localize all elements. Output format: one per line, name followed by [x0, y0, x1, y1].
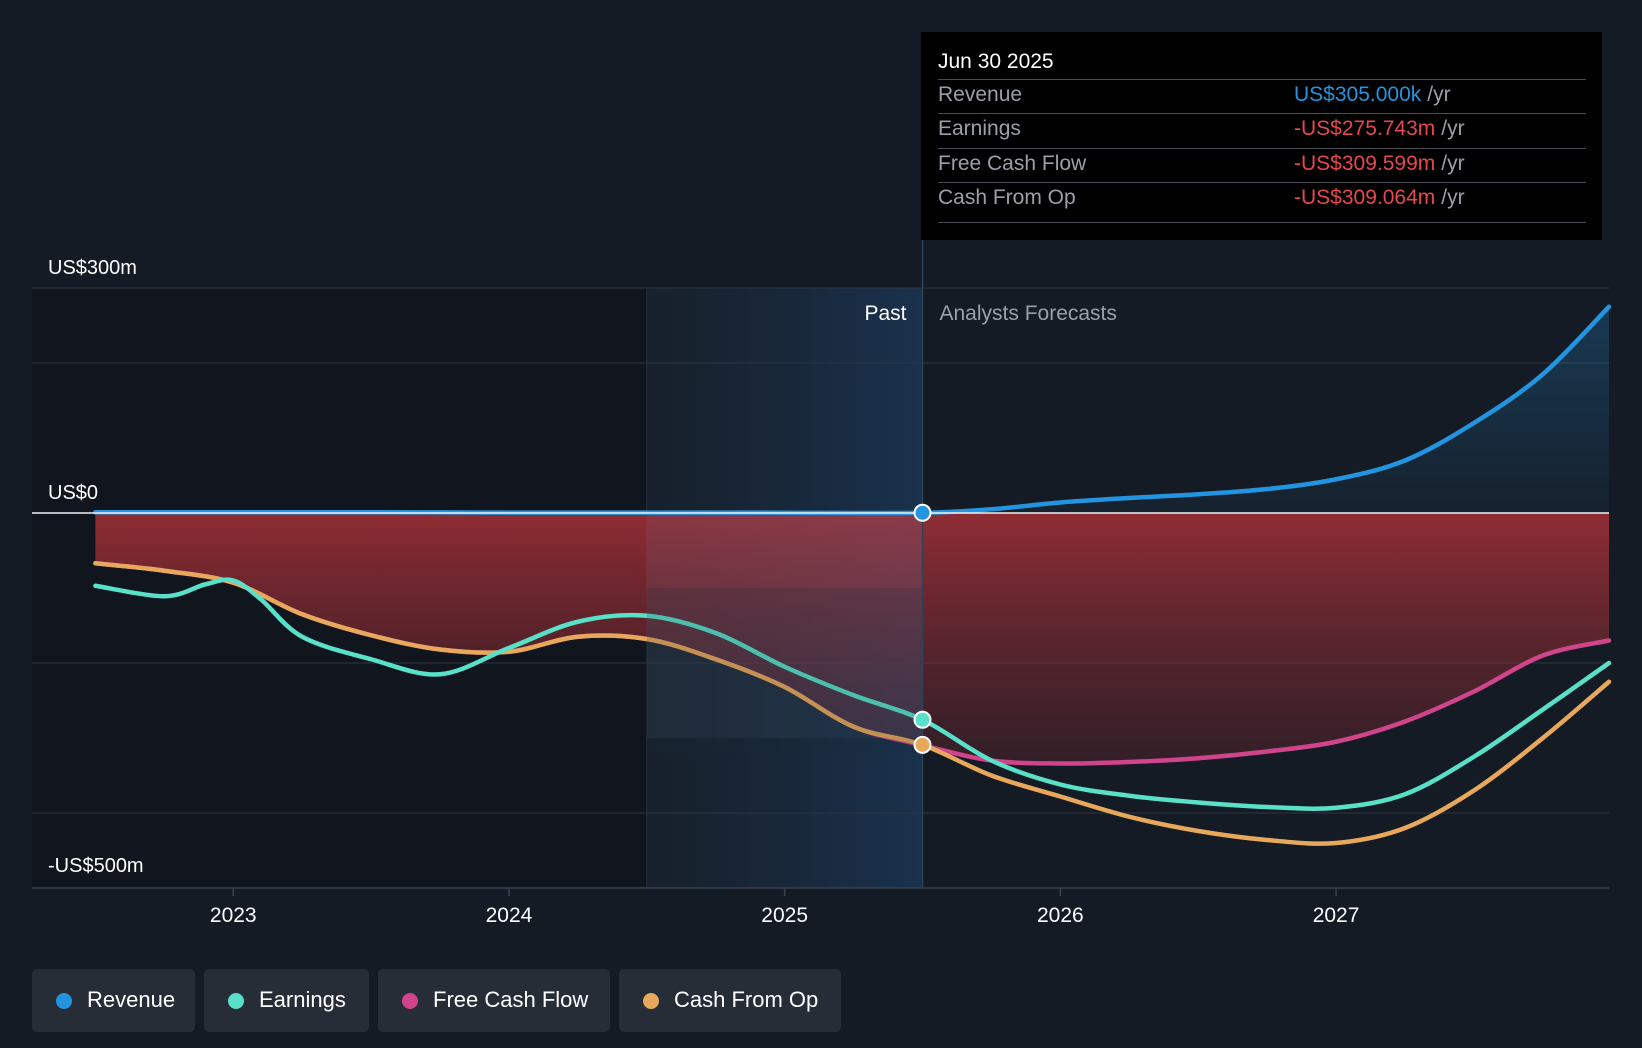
marker-revenue [913, 503, 932, 522]
forecast-label: Analysts Forecasts [940, 302, 1117, 325]
x-tick-label: 2027 [1313, 904, 1360, 927]
tooltip-value-number: -US$309.599m [1294, 152, 1436, 175]
legend-dot-icon [228, 993, 244, 1009]
x-tick-label: 2023 [210, 904, 257, 927]
series-line-revenue [93, 304, 1612, 516]
legend-dot-icon [643, 993, 659, 1009]
tooltip-value: -US$309.599m/yr [1294, 152, 1465, 176]
legend-item-cash-from-op[interactable]: Cash From Op [619, 969, 841, 1032]
y-tick-label: US$300m [48, 257, 137, 279]
past-label: Past [864, 302, 906, 325]
tooltip-unit: /yr [1441, 152, 1465, 175]
tooltip-unit: /yr [1441, 117, 1465, 140]
tooltip-label: Revenue [938, 83, 1023, 106]
y-tick-label: US$0 [48, 482, 98, 504]
legend-item-free-cash-flow[interactable]: Free Cash Flow [378, 969, 610, 1032]
tooltip-row-cash-from-op: Cash From Op -US$309.064m/yr [938, 182, 1586, 217]
series-line-earnings [93, 577, 1612, 811]
y-tick-label: -US$500m [48, 855, 144, 877]
negative-area [95, 513, 1609, 764]
tooltip-value: -US$275.743m/yr [1294, 117, 1465, 141]
legend-label: Cash From Op [674, 987, 819, 1012]
tooltip-value-number: -US$309.064m [1294, 186, 1436, 209]
x-tick-label: 2025 [761, 904, 808, 927]
tooltip-label: Cash From Op [938, 186, 1076, 209]
tooltip-divider [938, 222, 1586, 223]
legend-label: Revenue [87, 987, 176, 1012]
legend-dot-icon [402, 993, 418, 1009]
tooltip: Jun 30 2025 Revenue US$305.000k/yr Earni… [921, 32, 1602, 240]
marker-cash-from-op [913, 735, 932, 754]
past-dim-overlay [646, 588, 923, 753]
tooltip-value: US$305.000k/yr [1294, 83, 1451, 107]
tooltip-unit: /yr [1427, 83, 1451, 106]
series-line-cash-from-op [93, 561, 1612, 846]
tooltip-date: Jun 30 2025 [938, 50, 1054, 73]
legend-item-earnings[interactable]: Earnings [204, 969, 369, 1032]
x-tick-label: 2026 [1037, 904, 1084, 927]
x-tick-label: 2024 [486, 904, 533, 927]
tooltip-row-free-cash-flow: Free Cash Flow -US$309.599m/yr [938, 148, 1586, 183]
legend-label: Free Cash Flow [433, 987, 589, 1012]
legend-item-revenue[interactable]: Revenue [32, 969, 195, 1032]
tooltip-value-number: -US$275.743m [1294, 117, 1436, 140]
tooltip-unit: /yr [1441, 186, 1465, 209]
tooltip-label: Free Cash Flow [938, 152, 1087, 175]
tooltip-row-revenue: Revenue US$305.000k/yr [938, 79, 1586, 114]
legend-dot-icon [56, 993, 72, 1009]
marker-earnings [913, 710, 932, 729]
tooltip-row-earnings: Earnings -US$275.743m/yr [938, 113, 1586, 148]
tooltip-value-number: US$305.000k [1294, 83, 1422, 106]
tooltip-label: Earnings [938, 117, 1021, 140]
tooltip-value: -US$309.064m/yr [1294, 186, 1465, 210]
positive-area [95, 306, 1609, 514]
legend-label: Earnings [259, 987, 346, 1012]
